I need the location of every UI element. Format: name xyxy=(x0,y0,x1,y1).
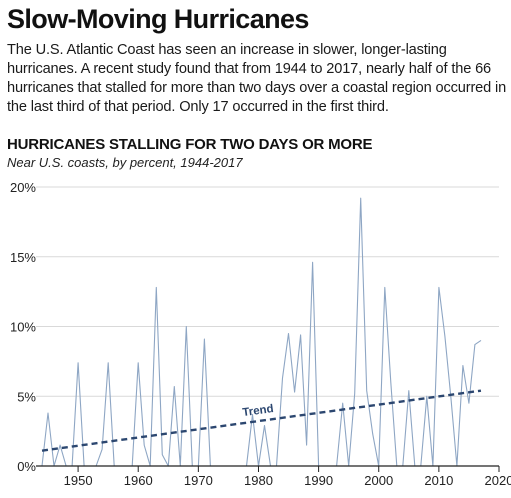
y-tick-label: 20% xyxy=(10,180,36,195)
x-tick-label: 1990 xyxy=(304,473,333,488)
x-axis-labels: 1950 1960 1970 1980 1990 2000 2010 2020 xyxy=(64,473,511,488)
y-tick-label: 5% xyxy=(17,389,36,404)
trend-label: Trend xyxy=(242,403,275,419)
y-tick-label: 15% xyxy=(10,250,36,265)
plot-area: Trend xyxy=(41,197,482,467)
x-tick-label: 2000 xyxy=(364,473,393,488)
series-line xyxy=(41,197,482,467)
x-tick-label: 1980 xyxy=(244,473,273,488)
y-tick-label: 0% xyxy=(17,459,36,474)
x-tick-label: 2010 xyxy=(424,473,453,488)
grid-lines xyxy=(36,186,499,397)
y-tick-label: 10% xyxy=(10,320,36,335)
x-tick-label: 2020 xyxy=(485,473,511,488)
trend-line xyxy=(41,389,482,452)
line-chart: 0% 5% 10% 15% 20% 1950 1960 1970 1980 1990 2000 20… xyxy=(10,180,511,488)
chart-subtitle: Near U.S. coasts, by percent, 1944-2017 xyxy=(7,155,243,170)
x-tick-label: 1970 xyxy=(184,473,213,488)
headline: Slow-Moving Hurricanes xyxy=(7,4,309,34)
y-axis-labels: 0% 5% 10% 15% 20% xyxy=(10,180,36,474)
x-tick-label: 1950 xyxy=(64,473,93,488)
chart-title: HURRICANES STALLING FOR TWO DAYS OR MORE xyxy=(7,136,373,153)
x-axis-ticks xyxy=(77,466,500,472)
x-tick-label: 1960 xyxy=(124,473,153,488)
intro-paragraph: The U.S. Atlantic Coast has seen an incr… xyxy=(7,42,507,115)
